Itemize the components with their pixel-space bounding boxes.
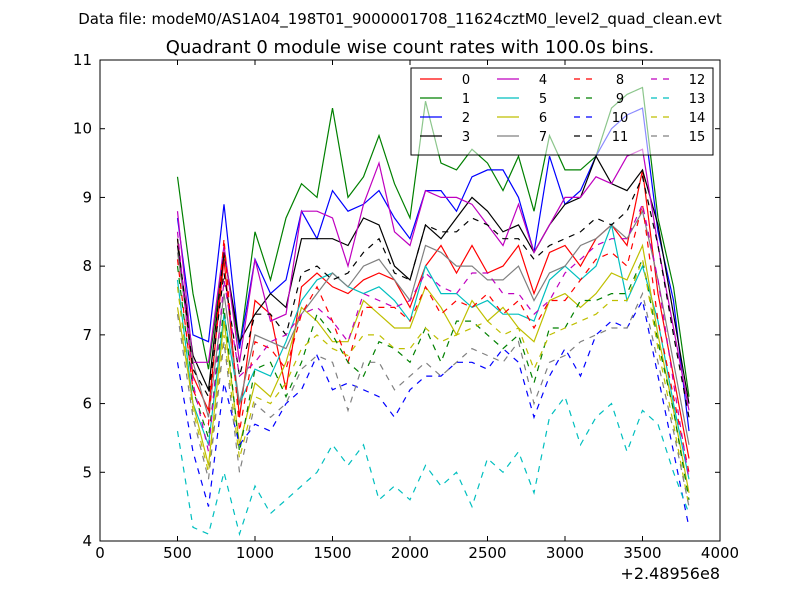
legend-label-13: 13 bbox=[689, 92, 706, 107]
x-tick-label: 500 bbox=[163, 544, 192, 562]
y-tick-label: 6 bbox=[82, 395, 92, 413]
plot-area: 0 500 1000 1500 2000 2500 3000 3500 400045678910… bbox=[73, 51, 739, 562]
legend-label-4: 4 bbox=[539, 73, 547, 88]
legend-label-14: 14 bbox=[689, 111, 706, 126]
legend-box bbox=[410, 67, 714, 156]
series-line-11 bbox=[176, 174, 690, 418]
legend-label-3: 3 bbox=[462, 130, 470, 145]
x-tick-label: 0 bbox=[95, 544, 105, 562]
y-tick-label: 7 bbox=[82, 326, 92, 344]
x-tick-label: 1000 bbox=[236, 544, 274, 562]
series-line-14 bbox=[176, 257, 690, 507]
y-tick-label: 10 bbox=[73, 120, 92, 138]
legend-label-8: 8 bbox=[616, 73, 624, 88]
series-line-5 bbox=[176, 222, 690, 480]
legend-label-1: 1 bbox=[462, 92, 470, 107]
legend-label-15: 15 bbox=[689, 130, 706, 145]
series-line-12 bbox=[176, 202, 690, 480]
series-line-7 bbox=[176, 209, 690, 445]
legend-label-11: 11 bbox=[612, 130, 629, 145]
legend-label-12: 12 bbox=[689, 73, 706, 88]
series-line-13 bbox=[176, 395, 690, 537]
series-line-6 bbox=[176, 243, 690, 494]
y-tick-label: 8 bbox=[82, 257, 92, 275]
series-line-8 bbox=[176, 204, 690, 473]
x-tick-label: 3000 bbox=[546, 544, 584, 562]
chart-title: Quadrant 0 module wise count rates with … bbox=[166, 37, 655, 58]
series-line-4 bbox=[176, 148, 690, 411]
legend-label-6: 6 bbox=[539, 111, 547, 126]
series-line-9 bbox=[176, 257, 690, 500]
legend-label-9: 9 bbox=[616, 92, 624, 107]
x-tick-label: 1500 bbox=[313, 544, 351, 562]
legend-label-7: 7 bbox=[539, 130, 547, 145]
legend-label-2: 2 bbox=[462, 111, 470, 126]
series-line-2 bbox=[176, 107, 690, 432]
x-tick-label: 2500 bbox=[468, 544, 506, 562]
x-axis-offset-label: +2.48956e8 bbox=[620, 564, 720, 583]
series-line-10 bbox=[176, 298, 690, 528]
legend-label-10: 10 bbox=[612, 111, 629, 126]
y-tick-label: 5 bbox=[82, 463, 92, 481]
x-tick-label: 2000 bbox=[391, 544, 429, 562]
y-tick-label: 11 bbox=[73, 51, 92, 69]
series-line-15 bbox=[176, 291, 690, 507]
y-tick-label: 9 bbox=[82, 188, 92, 206]
legend-label-0: 0 bbox=[462, 73, 470, 88]
x-tick-label: 3500 bbox=[623, 544, 661, 562]
x-tick-label: 4000 bbox=[701, 544, 739, 562]
figure-suptitle: Data file: modeM0/AS1A04_198T01_90000017… bbox=[78, 10, 722, 29]
y-tick-label: 4 bbox=[82, 532, 92, 550]
series-line-0 bbox=[176, 169, 690, 459]
series-line-3 bbox=[176, 154, 690, 404]
legend-label-5: 5 bbox=[539, 92, 547, 107]
